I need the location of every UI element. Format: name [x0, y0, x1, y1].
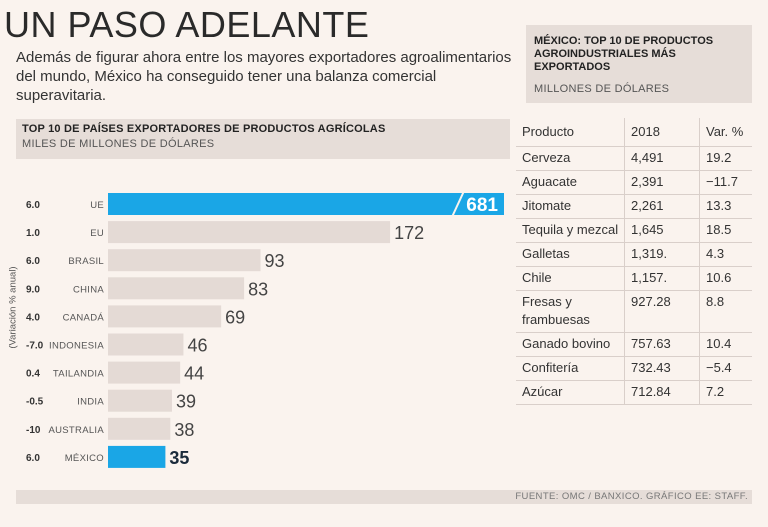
variation-label: 0.4: [26, 369, 40, 380]
variation-cell: 7.2: [699, 380, 752, 405]
product-cell: Confitería: [516, 356, 625, 381]
variation-label: 1.0: [26, 228, 40, 239]
data-label: 681: [466, 195, 498, 216]
variation-cell: 13.3: [699, 194, 752, 219]
product-cell: Chile: [516, 266, 625, 291]
year-value-cell: 2,391: [624, 170, 700, 195]
bar-china: [108, 277, 245, 300]
bar-méxico: [108, 445, 166, 468]
variation-label: 6.0: [26, 453, 40, 464]
year-value-cell: 757.63: [624, 332, 700, 357]
data-label: 83: [248, 279, 268, 299]
category-label: MÉXICO: [65, 453, 104, 464]
data-label: 93: [265, 251, 285, 271]
table-row: Fresas y frambuesas 927.28 8.8: [516, 290, 752, 333]
bar-ue: [108, 193, 504, 215]
year-value-cell: 712.84: [624, 380, 700, 405]
table-row: Cerveza 4,491 19.2: [516, 146, 752, 171]
data-label: 39: [176, 392, 196, 412]
variation-label: -0.5: [26, 397, 44, 408]
intro-text: Además de figurar ahora entre los mayore…: [16, 49, 512, 104]
data-label: 172: [394, 223, 424, 243]
variation-label: 4.0: [26, 312, 40, 323]
year-value-cell: 4,491: [624, 146, 700, 171]
bar-canadá: [108, 305, 222, 328]
bar-australia: [108, 417, 171, 440]
data-label: 35: [169, 448, 189, 468]
category-label: TAILANDIA: [53, 369, 104, 380]
category-label: CHINA: [73, 284, 104, 295]
variation-cell: 18.5: [699, 218, 752, 243]
product-cell: Aguacate: [516, 170, 625, 195]
column-header-variation: Var. %: [699, 118, 752, 147]
product-cell: Cerveza: [516, 146, 625, 171]
category-label: UE: [90, 200, 104, 211]
products-table: Producto 2018 Var. % Cerveza 4,491 19.2 Agu…: [516, 118, 752, 405]
bar-india: [108, 389, 172, 412]
chart-title: TOP 10 DE PAÍSES EXPORTADORES DE PRODUCT…: [22, 123, 386, 135]
year-value-cell: 732.43: [624, 356, 700, 381]
variation-cell: −11.7: [699, 170, 752, 195]
column-header-year: 2018: [624, 118, 700, 147]
year-value-cell: 1,157.: [624, 266, 700, 291]
category-label: INDONESIA: [49, 341, 104, 352]
source-note: FUENTE: OMC / BANXICO. GRÁFICO EE: STAFF…: [515, 491, 748, 502]
footer-bar: FUENTE: OMC / BANXICO. GRÁFICO EE: STAFF…: [16, 490, 752, 504]
variation-cell: 10.6: [699, 266, 752, 291]
table-row: Tequila y mezcal 1,645 18.5: [516, 218, 752, 243]
axis-break-mark: [451, 190, 465, 218]
data-label: 38: [174, 420, 194, 440]
bar-indonesia: [108, 333, 184, 356]
bar-brasil: [108, 249, 261, 272]
product-cell: Azúcar: [516, 380, 625, 405]
table-subtitle: MILLONES DE DÓLARES: [534, 83, 670, 95]
variation-label: 6.0: [26, 256, 40, 267]
bar-eu: [108, 221, 391, 244]
bar-tailandia: [108, 361, 181, 384]
variation-label: -7.0: [26, 341, 44, 352]
variation-cell: 10.4: [699, 332, 752, 357]
table-row: Azúcar 712.84 7.2: [516, 380, 752, 405]
page-title: UN PASO ADELANTE: [4, 4, 370, 45]
chart-header: TOP 10 DE PAÍSES EXPORTADORES DE PRODUCT…: [16, 119, 510, 159]
product-cell: Ganado bovino: [516, 332, 625, 357]
table-row: Aguacate 2,391 −11.7: [516, 170, 752, 195]
category-label: INDIA: [77, 397, 104, 408]
table-row: Confitería 732.43 −5.4: [516, 356, 752, 381]
data-label: 46: [187, 336, 207, 356]
category-label: CANADÁ: [63, 312, 105, 323]
table-header-row: Producto 2018 Var. %: [516, 118, 752, 147]
table-title: MÉXICO: TOP 10 DE PRODUCTOS AGROINDUSTRI…: [534, 35, 714, 73]
column-header-product: Producto: [516, 118, 625, 147]
category-label: AUSTRALIA: [49, 425, 105, 436]
variation-cell: −5.4: [699, 356, 752, 381]
variation-label: 9.0: [26, 284, 40, 295]
variation-cell: 19.2: [699, 146, 752, 171]
year-value-cell: 2,261: [624, 194, 700, 219]
table-header: MÉXICO: TOP 10 DE PRODUCTOS AGROINDUSTRI…: [526, 25, 752, 103]
table-row: Ganado bovino 757.63 10.4: [516, 332, 752, 357]
variation-label: 6.0: [26, 200, 40, 211]
variation-label: -10: [26, 425, 41, 436]
category-label: EU: [90, 228, 104, 239]
product-cell: Tequila y mezcal: [516, 218, 625, 243]
variation-cell: 4.3: [699, 242, 752, 267]
table-row: Galletas 1,319. 4.3: [516, 242, 752, 267]
product-cell: Fresas y frambuesas: [516, 290, 625, 333]
data-label: 69: [225, 307, 245, 327]
table-row: Jitomate 2,261 13.3: [516, 194, 752, 219]
product-cell: Jitomate: [516, 194, 625, 219]
data-label: 44: [184, 364, 204, 384]
table-row: Chile 1,157. 10.6: [516, 266, 752, 291]
category-label: BRASIL: [68, 256, 104, 267]
chart-subtitle: MILES DE MILLONES DE DÓLARES: [22, 138, 215, 150]
variation-cell: 8.8: [699, 290, 752, 333]
year-value-cell: 1,319.: [624, 242, 700, 267]
year-value-cell: 1,645: [624, 218, 700, 243]
product-cell: Galletas: [516, 242, 625, 267]
year-value-cell: 927.28: [624, 290, 700, 333]
